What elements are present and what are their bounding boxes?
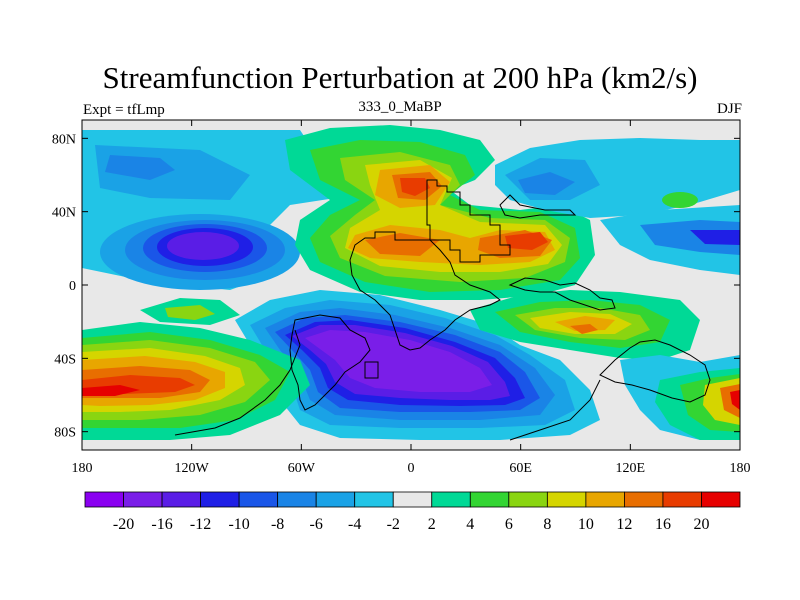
colorbar-swatch — [508, 491, 548, 508]
colorbar-swatch — [200, 491, 240, 508]
x-tick-label: 180 — [730, 461, 751, 476]
y-tick-label: 40S — [54, 352, 76, 367]
contour-south-atlantic-low-7 — [305, 330, 492, 392]
colorbar-swatch — [585, 491, 625, 508]
coastline-india — [508, 277, 616, 311]
colorbar-swatch — [431, 491, 471, 508]
colorbar-label: -2 — [387, 516, 400, 533]
x-tick-label: 120W — [175, 461, 210, 476]
colorbar-label: -16 — [151, 516, 172, 533]
chart-title: Streamfunction Perturbation at 200 hPa (… — [102, 60, 698, 95]
coastline-antarctic-east — [509, 379, 601, 441]
colorbar-label: 4 — [466, 516, 474, 533]
colorbar-swatch — [84, 491, 124, 508]
colorbar-swatch — [546, 491, 587, 508]
coastline-asia — [499, 194, 577, 219]
contour-greenish-spot — [662, 192, 698, 208]
colorbar-label: 10 — [578, 516, 594, 533]
colorbar-label: -8 — [271, 516, 284, 533]
colorbar-swatch — [354, 491, 394, 508]
colorbar-label: 12 — [616, 516, 632, 533]
experiment-id: 333_0_MaBP — [358, 99, 442, 115]
x-tick-label: 120E — [616, 461, 646, 476]
colorbar-label: -12 — [190, 516, 211, 533]
contour-siberia-low-3 — [518, 172, 575, 195]
colorbar-swatch — [662, 491, 702, 508]
coastlines — [174, 179, 711, 441]
colorbar: -20 -16 -12 -10 -8 -6 -4 -2 2 4 6 8 10 12 16 20 — [84, 491, 741, 533]
x-tick-label: 0 — [408, 461, 415, 476]
colorbar-label: 2 — [428, 516, 436, 533]
coastline-africa — [349, 231, 501, 351]
colorbar-label: 8 — [543, 516, 551, 533]
colorbar-swatch — [315, 491, 356, 508]
contour-sw-pacific-high-6 — [730, 390, 740, 410]
colorbar-label: -10 — [228, 516, 249, 533]
x-axis: 180 120W 60W 0 60E 120E 180 — [72, 120, 751, 476]
contour-nw-pacific-low-3 — [690, 230, 740, 245]
colorbar-swatch — [392, 491, 433, 508]
colorbar-swatch — [277, 491, 317, 508]
colorbar-label: 20 — [693, 516, 709, 533]
colorbar-swatch — [469, 491, 510, 508]
map-field — [82, 120, 740, 450]
contour-central-pacific-low — [105, 155, 175, 180]
contour-atlantic-positive-7 — [400, 178, 548, 250]
season-label: DJF — [716, 101, 742, 117]
colorbar-label: 6 — [505, 516, 513, 533]
colorbar-label: -20 — [113, 516, 134, 533]
y-tick-label: 0 — [69, 279, 76, 294]
coastline-antarctic-west — [174, 329, 301, 436]
y-tick-label: 40N — [52, 206, 76, 221]
y-tick-label: 80N — [52, 132, 76, 147]
contour-pacific-low-5 — [167, 232, 239, 260]
x-tick-label: 60E — [509, 461, 532, 476]
coastline-australia — [599, 339, 711, 403]
contour-tropics-positive-2 — [165, 305, 215, 320]
x-tick-label: 180 — [72, 461, 93, 476]
colorbar-label: -6 — [310, 516, 323, 533]
coastline-south-america-tip — [364, 361, 379, 379]
contour-nw-pacific-low-2 — [640, 220, 740, 255]
colorbar-swatch — [624, 491, 664, 508]
contour-indian-ocean-high-5 — [555, 316, 615, 331]
contour-indian-ocean-high-6 — [570, 324, 598, 334]
coastline-north-america — [426, 179, 511, 263]
colorbar-swatch — [701, 491, 741, 508]
contour-se-pacific-high-8 — [82, 385, 140, 396]
y-axis: 80N 40N 0 40S 80S — [52, 132, 740, 441]
colorbar-label: 16 — [655, 516, 671, 533]
colorbar-swatch — [238, 491, 279, 508]
colorbar-swatch — [123, 491, 163, 508]
colorbar-label: -4 — [348, 516, 361, 533]
y-tick-label: 80S — [54, 426, 76, 441]
x-tick-label: 60W — [288, 461, 316, 476]
experiment-label: Expt = tfLmp — [83, 102, 165, 118]
colorbar-swatch — [161, 491, 201, 508]
